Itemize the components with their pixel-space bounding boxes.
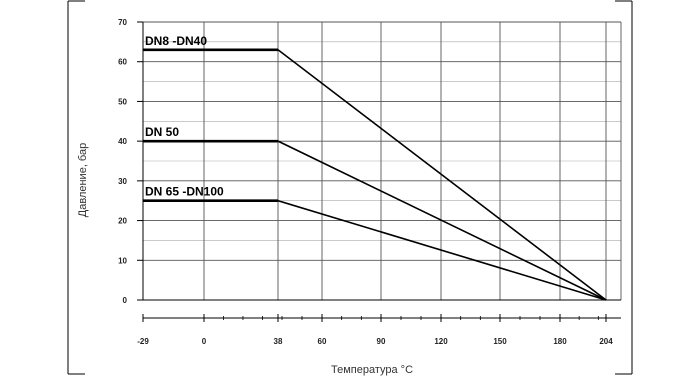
x-axis-title: Температура °C	[331, 364, 413, 376]
axes	[142, 22, 621, 319]
x-tick-label: 38	[274, 337, 283, 346]
y-tick-label: 30	[118, 177, 127, 186]
x-axis-ticks: -29 0 38 60 90 120 150 180 204	[137, 314, 613, 346]
x-tick-label: 204	[599, 337, 613, 346]
y-tick-label: 10	[118, 256, 127, 265]
series-label-1: DN 50	[145, 125, 179, 139]
x-tick-label: 150	[493, 337, 507, 346]
y-tick-label: 60	[118, 58, 127, 67]
y-tick-label: 70	[118, 18, 127, 27]
y-axis-title: Давление, бар	[77, 143, 89, 217]
series-label-2: DN 65 -DN100	[145, 185, 224, 199]
x-tick-label: 120	[434, 337, 448, 346]
x-axis-title-text: Температура	[331, 364, 401, 376]
y-tick-label: 50	[118, 97, 127, 106]
series-lines	[143, 48, 607, 301]
series-labels: DN8 -DN40 DN 50 DN 65 -DN100	[145, 34, 224, 199]
x-axis-unit: °C	[401, 364, 413, 376]
series-line-0	[143, 48, 607, 301]
x-tick-label: 60	[318, 337, 327, 346]
y-tick-label: 0	[123, 296, 128, 305]
y-tick-label: 40	[118, 137, 127, 146]
frame-border	[67, 0, 633, 375]
series-line-2	[143, 199, 607, 301]
series-label-0: DN8 -DN40	[145, 34, 207, 48]
x-tick-label: 90	[377, 337, 386, 346]
x-tick-label: 180	[553, 337, 567, 346]
x-tick-label: 0	[202, 337, 207, 346]
grid-lines	[143, 21, 622, 300]
y-axis-ticks: 0 10 20 30 40 50 60 70	[118, 18, 143, 305]
x-tick-label: -29	[137, 337, 149, 346]
y-tick-label: 20	[118, 217, 127, 226]
